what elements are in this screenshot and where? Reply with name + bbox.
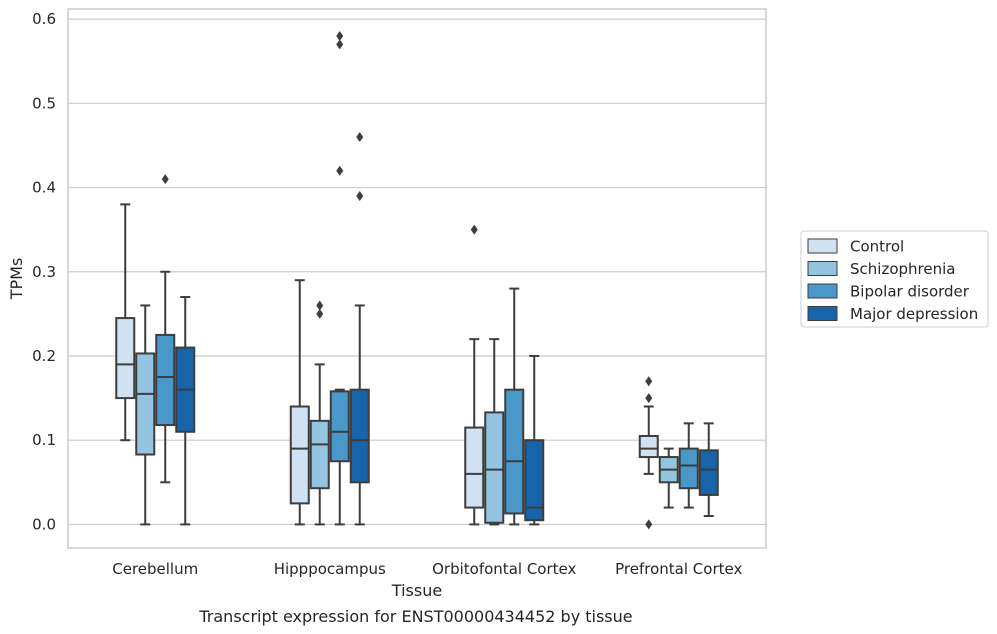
box-iqr (155, 333, 176, 427)
legend-swatch (807, 238, 838, 254)
box-iqr (135, 352, 156, 456)
x-tick-label: Cerebellum (112, 560, 198, 578)
box-major-depression (349, 132, 370, 526)
box-iqr (678, 447, 699, 490)
y-tick-label: 0.3 (32, 263, 56, 281)
x-tick-label: Orbitofontal Cortex (432, 560, 576, 578)
y-tick-label: 0.5 (32, 94, 56, 112)
box-bipolar-disorder (329, 30, 350, 526)
legend-swatch (807, 261, 838, 276)
box-control (115, 203, 136, 442)
y-tick-label: 0.1 (32, 431, 56, 449)
outlier-point (336, 30, 344, 41)
box-iqr (115, 317, 136, 400)
box-control (464, 224, 485, 526)
outlier-point (645, 393, 653, 404)
box-iqr (638, 434, 659, 459)
outlier-point (336, 165, 344, 176)
outlier-point (356, 132, 364, 143)
legend-label: Major depression (850, 305, 978, 323)
y-tick-label: 0.0 (32, 515, 56, 533)
chart-caption: Transcript expression for ENST0000043445… (198, 607, 632, 626)
box-major-depression (698, 422, 719, 517)
y-tick-labels: 0.0 0.1 0.2 0.3 0.4 0.5 0.6 (32, 10, 56, 533)
legend-label: Bipolar disorder (850, 283, 970, 301)
grid-layer (68, 18, 766, 526)
box-major-depression (524, 354, 545, 526)
box-iqr (329, 390, 350, 463)
x-tick-label: Prefrontal Cortex (615, 560, 742, 578)
legend-label: Control (850, 238, 904, 256)
box-layer (115, 30, 719, 530)
y-tick-label: 0.4 (32, 179, 56, 197)
legend: Control Schizophrenia Bipolar disorder Majo… (800, 230, 989, 328)
box-iqr (698, 449, 719, 496)
y-tick-label: 0.2 (32, 347, 56, 365)
legend-swatch (807, 283, 838, 299)
box-control (289, 279, 310, 526)
box-control (638, 376, 659, 530)
box-iqr (464, 426, 485, 509)
box-major-depression (175, 296, 196, 526)
y-tick-label: 0.6 (32, 10, 56, 28)
box-bipolar-disorder (504, 287, 525, 526)
outlier-point (645, 519, 653, 530)
box-bipolar-disorder (155, 174, 176, 484)
outlier-point (470, 224, 478, 235)
outlier-point (161, 174, 169, 185)
outlier-point (336, 39, 344, 50)
outlier-point (316, 300, 324, 311)
outlier-point (356, 190, 364, 201)
box-iqr (484, 411, 505, 524)
box-iqr (504, 388, 525, 515)
x-tick-label: Hipppocampus (274, 560, 386, 578)
box-schizophrenia (658, 447, 679, 509)
plot-frame (67, 8, 767, 549)
box-iqr (349, 388, 370, 484)
box-bipolar-disorder (678, 422, 699, 509)
legend-frame (800, 230, 989, 328)
legend-swatch (807, 306, 838, 321)
x-tick-labels: Cerebellum Hipppocampus Orbitofontal Corte… (112, 560, 742, 578)
box-iqr (524, 439, 545, 522)
x-axis-label: Tissue (391, 581, 442, 600)
outlier-point (316, 308, 324, 319)
box-schizophrenia (135, 304, 156, 526)
box-iqr (289, 405, 310, 505)
y-axis-label: TPMs (7, 258, 26, 301)
box-iqr (309, 419, 330, 490)
box-schizophrenia (309, 300, 330, 526)
legend-label: Schizophrenia (850, 260, 955, 278)
box-schizophrenia (484, 338, 505, 526)
outlier-point (645, 376, 653, 387)
